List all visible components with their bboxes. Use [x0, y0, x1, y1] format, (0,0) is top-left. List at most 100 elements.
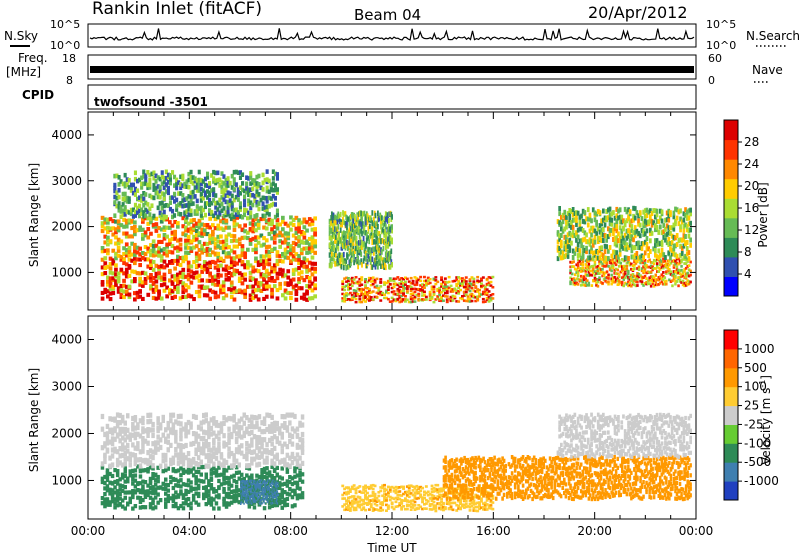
heat-cell: [127, 294, 132, 299]
heat-cell: [100, 501, 105, 506]
heat-cell: [164, 497, 168, 502]
heat-cell: [270, 227, 274, 232]
heat-cell: [100, 461, 105, 467]
heat-cell: [625, 235, 629, 241]
heat-cell: [591, 256, 595, 262]
heat-cell: [685, 209, 689, 215]
heat-cell: [222, 174, 226, 179]
heat-cell: [671, 259, 674, 263]
heat-cell: [115, 469, 120, 474]
heat-cell: [133, 435, 138, 441]
heat-cell: [100, 249, 105, 254]
heat-cell: [174, 419, 178, 425]
heat-cell: [141, 219, 145, 224]
heat-cell: [151, 449, 155, 455]
heat-cell: [138, 289, 142, 294]
heat-cell: [624, 268, 627, 271]
heat-cell: [270, 477, 274, 482]
heat-cell: [181, 452, 186, 458]
heat-cell: [592, 268, 595, 272]
heat-cell: [267, 231, 272, 236]
heat-cell: [605, 270, 609, 274]
heat-cell: [455, 276, 459, 279]
heat-cell: [120, 484, 125, 489]
heat-cell: [602, 271, 606, 275]
heat-cell: [196, 486, 201, 491]
heat-cell: [649, 227, 652, 233]
heat-cell: [240, 276, 245, 281]
heat-cell: [466, 299, 470, 303]
heat-cell: [672, 214, 676, 220]
heat-cell: [371, 256, 374, 262]
heat-cell: [113, 182, 117, 188]
heat-cell: [620, 243, 624, 249]
heat-cell: [232, 214, 236, 220]
heat-cell: [483, 287, 487, 291]
heat-cell: [122, 295, 126, 300]
heat-cell: [133, 209, 137, 215]
heat-cell: [178, 262, 183, 267]
heat-cell: [470, 295, 474, 298]
heat-cell: [624, 276, 627, 280]
heat-cell: [130, 226, 134, 231]
heat-cell: [254, 483, 256, 486]
heat-cell: [252, 484, 255, 487]
heat-cell: [128, 469, 132, 474]
heat-cell: [236, 197, 240, 202]
heat-cell: [164, 214, 168, 220]
heat-cell: [127, 234, 132, 239]
heat-cell: [179, 466, 183, 471]
heat-cell: [245, 175, 249, 180]
heat-cell: [440, 285, 443, 288]
heat-cell: [235, 289, 239, 294]
heat-cell: [262, 483, 265, 487]
heat-cell: [262, 286, 266, 291]
heat-cell: [232, 187, 236, 192]
heat-cell: [271, 493, 273, 496]
heat-cell: [131, 481, 135, 486]
heat-cell: [249, 187, 253, 192]
heat-cell: [369, 283, 373, 287]
heat-cell: [630, 244, 634, 250]
heat-cell: [489, 284, 493, 287]
heat-cell: [200, 250, 204, 255]
heat-cell: [571, 207, 575, 212]
heat-cell: [672, 246, 676, 252]
heat-cell: [261, 180, 265, 186]
heat-cell: [645, 220, 649, 226]
heat-cell: [131, 506, 135, 511]
heat-cell: [127, 284, 132, 289]
heat-cell: [252, 489, 254, 492]
heat-cell: [176, 420, 181, 426]
heat-cell: [110, 492, 115, 497]
heat-cell: [202, 232, 207, 237]
heat-cell: [251, 269, 256, 274]
heat-cell: [158, 437, 163, 443]
heat-cell: [302, 260, 307, 265]
heat-cell: [384, 211, 387, 217]
heat-cell: [240, 251, 245, 256]
heat-cell: [618, 207, 622, 213]
heat-cell: [659, 241, 662, 247]
heat-cell: [152, 213, 156, 219]
heat-cell: [352, 281, 356, 285]
heat-cell: [585, 216, 588, 222]
heat-cell: [216, 207, 220, 212]
heat-cell: [122, 231, 126, 236]
heat-cell: [138, 263, 142, 268]
heat-cell: [665, 217, 669, 223]
heat-cell: [156, 434, 160, 440]
heat-cell: [379, 293, 383, 297]
nsky-tick-bottom: 10^0: [50, 39, 80, 52]
heat-cell: [573, 211, 577, 216]
heat-cell: [267, 505, 272, 510]
heat-cell: [181, 495, 186, 500]
heat-cell: [127, 210, 131, 215]
heat-cell: [367, 253, 370, 259]
heat-cell: [649, 284, 653, 288]
heat-cell: [350, 297, 354, 300]
heat-cell: [305, 228, 309, 233]
heat-cell: [108, 487, 112, 492]
heat-cell: [618, 273, 621, 277]
heat-cell: [601, 267, 604, 271]
